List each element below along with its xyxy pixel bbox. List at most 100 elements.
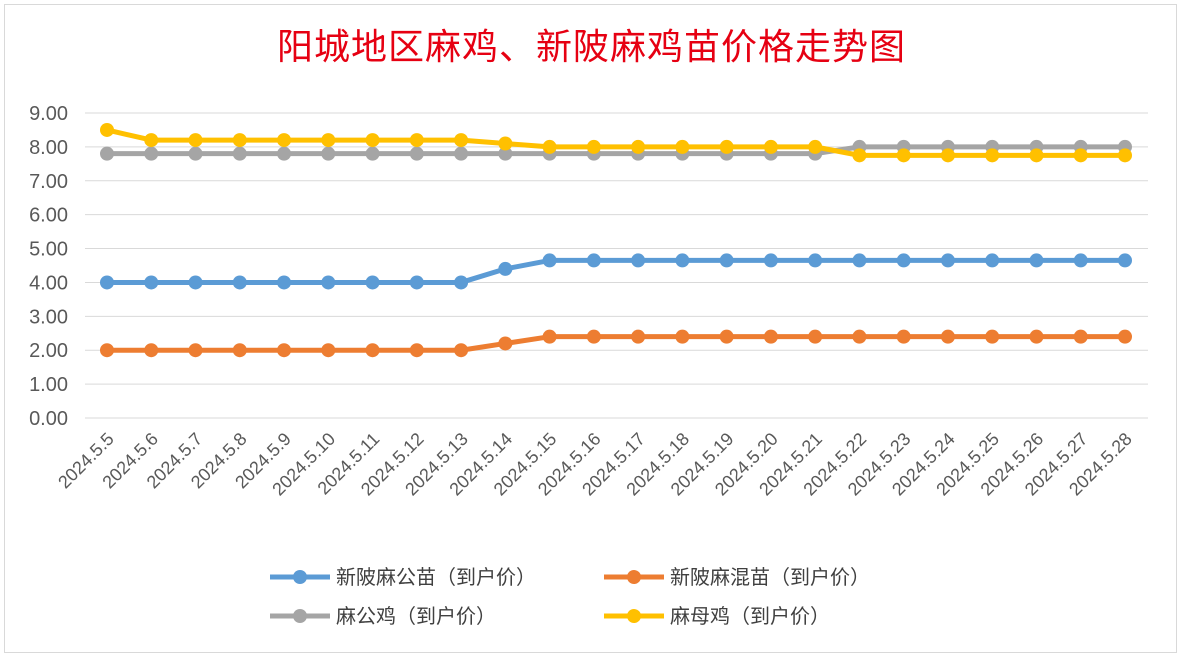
data-point (896, 253, 911, 268)
data-point (144, 275, 159, 290)
data-point (144, 146, 159, 161)
legend: 新陂麻公苗（到户价） 新陂麻混苗（到户价） 麻公鸡（到户价） 麻母鸡（到户价） (270, 565, 870, 628)
data-point (808, 253, 823, 268)
series-line (106, 127, 1125, 158)
data-point (277, 275, 292, 290)
chart-frame (4, 4, 1177, 653)
legend-label: 麻母鸡（到户价） (670, 604, 830, 628)
y-tick-label: 1.00 (29, 374, 68, 396)
data-point (1029, 148, 1044, 163)
data-point (985, 329, 1000, 344)
data-point (896, 148, 911, 163)
gridlines (85, 112, 1148, 419)
legend-entry: 麻公鸡（到户价） (270, 604, 496, 628)
data-point (144, 343, 159, 358)
data-point (808, 329, 823, 344)
data-point (808, 139, 823, 154)
series-line (107, 334, 1125, 353)
data-point (409, 146, 424, 161)
data-point (896, 329, 911, 344)
data-point (454, 275, 469, 290)
data-point (365, 146, 380, 161)
series-0 (100, 253, 1132, 290)
data-point (763, 329, 778, 344)
data-point (940, 329, 955, 344)
data-point (454, 146, 469, 161)
data-point (321, 275, 336, 290)
legend-entry: 麻母鸡（到户价） (604, 604, 830, 628)
data-point (675, 329, 690, 344)
y-tick-label: 8.00 (29, 137, 68, 159)
data-point (409, 133, 424, 148)
data-point (1073, 253, 1088, 268)
data-point (940, 253, 955, 268)
data-point (409, 343, 424, 358)
data-point (719, 253, 734, 268)
data-point (277, 343, 292, 358)
data-point (100, 343, 114, 358)
data-point (852, 148, 867, 163)
data-point (232, 275, 247, 290)
data-point (498, 261, 513, 276)
data-point (454, 343, 469, 358)
legend-marker (293, 570, 307, 584)
series-group (100, 122, 1132, 358)
y-tick-label: 7.00 (29, 171, 68, 193)
data-point (586, 253, 601, 268)
data-point (719, 139, 734, 154)
data-point (188, 275, 203, 290)
data-point (1118, 253, 1132, 268)
data-point (454, 133, 469, 148)
data-point (631, 253, 646, 268)
chart-title: 阳城地区麻鸡、新陂麻鸡苗价格走势图 (276, 27, 906, 68)
data-point (1073, 329, 1088, 344)
data-point (586, 329, 601, 344)
legend-entry: 新陂麻公苗（到户价） (270, 565, 536, 589)
data-point (675, 253, 690, 268)
data-point (1029, 253, 1044, 268)
data-point (100, 122, 114, 137)
data-point (365, 343, 380, 358)
data-point (498, 136, 513, 151)
data-point (144, 133, 159, 148)
data-point (365, 133, 380, 148)
data-point (321, 146, 336, 161)
data-point (188, 146, 203, 161)
data-point (542, 329, 557, 344)
data-point (321, 343, 336, 358)
data-point (985, 253, 1000, 268)
x-axis-ticks: 2024.5.52024.5.62024.5.72024.5.82024.5.9… (54, 429, 1136, 500)
data-point (100, 275, 114, 290)
y-tick-label: 2.00 (29, 340, 68, 362)
y-tick-label: 6.00 (29, 205, 68, 227)
data-point (940, 148, 955, 163)
data-point (321, 133, 336, 148)
data-point (719, 329, 734, 344)
data-point (365, 275, 380, 290)
data-point (852, 253, 867, 268)
data-point (542, 253, 557, 268)
legend-marker (627, 609, 641, 623)
data-point (100, 146, 114, 161)
series-1 (100, 329, 1132, 358)
data-point (1073, 148, 1088, 163)
data-point (277, 133, 292, 148)
data-point (631, 139, 646, 154)
data-point (409, 275, 424, 290)
series-line (107, 144, 1125, 157)
data-point (763, 139, 778, 154)
data-point (232, 146, 247, 161)
series-3 (100, 122, 1132, 163)
data-point (498, 146, 513, 161)
legend-marker (627, 570, 641, 584)
data-point (542, 139, 557, 154)
y-tick-label: 3.00 (29, 306, 68, 328)
y-tick-label: 9.00 (29, 103, 68, 125)
data-point (985, 148, 1000, 163)
data-point (1118, 329, 1132, 344)
legend-label: 新陂麻混苗（到户价） (670, 565, 870, 589)
y-tick-label: 0.00 (29, 408, 68, 430)
legend-entry: 新陂麻混苗（到户价） (604, 565, 870, 589)
data-point (763, 253, 778, 268)
